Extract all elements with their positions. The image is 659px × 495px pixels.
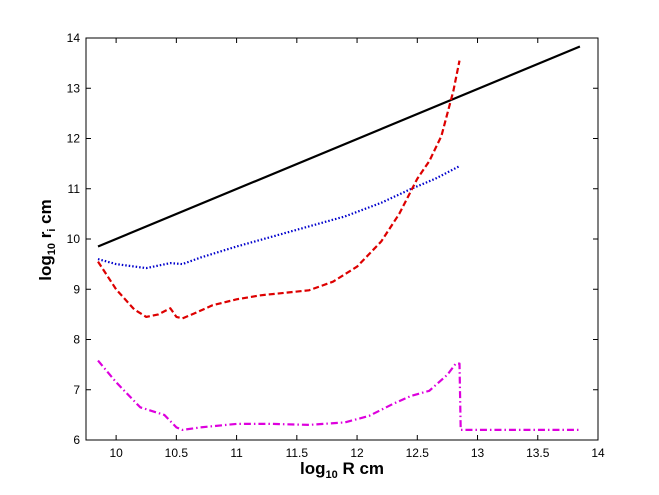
y-axis-title-sub2: i	[46, 229, 58, 232]
plot-area	[85, 37, 599, 441]
x-tick-label: 12	[350, 446, 364, 460]
y-axis-title: log10 ri cm	[36, 199, 58, 280]
ticks: 10 10.5 11 11.5 12 12.5 13 13.5 14 6 7 8 9 10 11 12 13 14	[67, 31, 605, 460]
y-tick-label: 12	[67, 132, 81, 146]
x-tick-label: 11	[230, 446, 243, 460]
x-tick-label: 13.5	[526, 446, 550, 460]
y-tick-label: 6	[73, 433, 80, 447]
y-tick-label: 13	[67, 81, 81, 95]
series-line-4	[97, 359, 580, 431]
y-tick-label: 11	[68, 182, 81, 196]
x-axis-title-sub: 10	[325, 469, 337, 481]
y-axis-title-main: log	[36, 255, 55, 281]
y-tick-label: 7	[73, 383, 80, 397]
y-tick-label: 14	[67, 31, 81, 45]
series-line-1	[97, 45, 581, 248]
y-axis-title-rest: cm	[36, 199, 55, 228]
x-tick-label: 14	[591, 446, 605, 460]
x-axis-title-main: log	[300, 459, 326, 478]
x-tick-label: 10	[109, 446, 123, 460]
x-tick-label: 12.5	[406, 446, 430, 460]
series-group	[97, 45, 581, 431]
x-tick-label: 10.5	[165, 446, 189, 460]
y-axis-title-sub: 10	[46, 243, 58, 255]
y-axis-title-mid: r	[36, 231, 55, 243]
y-tick-label: 8	[73, 333, 80, 347]
series-line-3	[97, 60, 461, 320]
x-tick-label: 13	[471, 446, 485, 460]
x-axis-title: log10 R cm	[300, 459, 384, 481]
series-line-2	[97, 165, 461, 270]
x-tick-label: 11.5	[286, 446, 309, 460]
y-tick-label: 10	[67, 232, 81, 246]
x-axis-title-rest: R cm	[338, 459, 384, 478]
y-tick-label: 9	[73, 282, 80, 296]
